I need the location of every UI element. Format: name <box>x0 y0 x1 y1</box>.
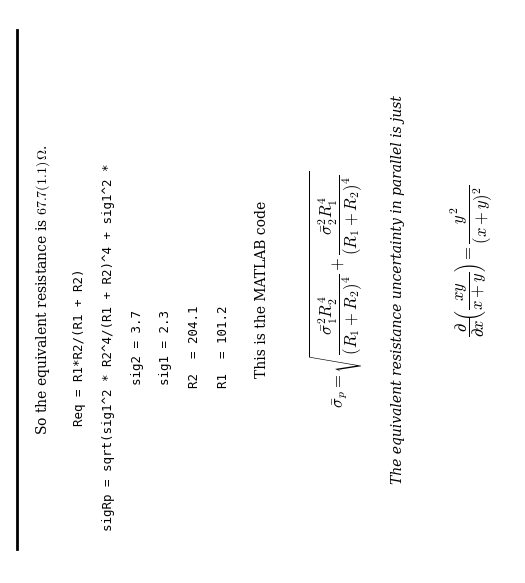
Text: $\dfrac{\partial}{\partial x}\!\left(\dfrac{xy}{x+y}\right) = \dfrac{y^2}{(x+y)^: $\dfrac{\partial}{\partial x}\!\left(\df… <box>448 184 495 337</box>
Text: $\bar{\sigma}_p = \sqrt{\dfrac{\bar{\sigma}_1^2 R_2^4}{(R_1+R_2)^4}+\dfrac{\bar{: $\bar{\sigma}_p = \sqrt{\dfrac{\bar{\sig… <box>307 170 364 408</box>
Text: The equivalent resistance uncertainty in parallel is just: The equivalent resistance uncertainty in… <box>391 95 405 484</box>
Text: sig2 = 3.7: sig2 = 3.7 <box>131 310 144 385</box>
Text: So the equivalent resistance is $67.7(1.1)\,\Omega$.: So the equivalent resistance is $67.7(1.… <box>34 144 52 435</box>
Text: Req = R1*R2/(R1 + R2): Req = R1*R2/(R1 + R2) <box>73 268 86 426</box>
Text: sigRp = sqrt(sig1^2 * R2^4/(R1 + R2)^4 + sig1^2 *: sigRp = sqrt(sig1^2 * R2^4/(R1 + R2)^4 +… <box>102 163 115 531</box>
Text: sig1 = 2.3: sig1 = 2.3 <box>160 310 172 385</box>
Text: R1  = 101.2: R1 = 101.2 <box>217 305 230 388</box>
Text: This is the MATLAB code: This is the MATLAB code <box>256 201 269 378</box>
Text: R2  = 204.1: R2 = 204.1 <box>188 305 201 388</box>
